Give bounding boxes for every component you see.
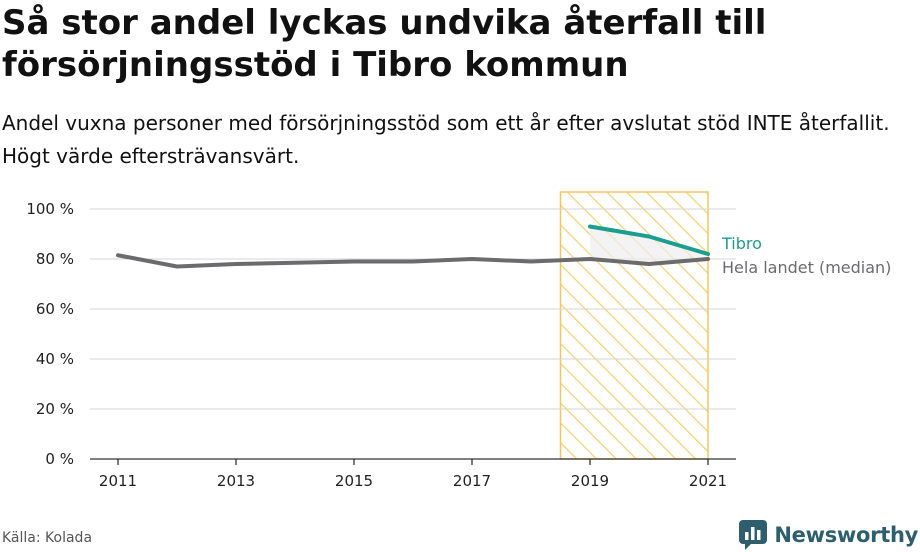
y-tick-label: 20 % [36,400,74,418]
x-tick-label: 2015 [335,472,373,490]
y-tick-label: 80 % [36,250,74,268]
brand-logo: Newsworthy [738,519,918,551]
source-note: Källa: Kolada [2,530,93,546]
x-tick-label: 2019 [571,472,609,490]
x-tick-label: 2011 [99,472,137,490]
y-tick-label: 0 % [45,450,74,468]
y-tick-label: 60 % [36,300,74,318]
x-tick-label: 2021 [689,472,727,490]
y-tick-label: 100 % [26,200,74,218]
series-label-median: Hela landet (median) [722,258,891,277]
series-line-tibro [588,224,710,256]
brand-name: Newsworthy [774,523,918,547]
y-tick-label: 40 % [36,350,74,368]
gap-area [590,226,708,264]
page-subtitle: Andel vuxna personer med försörjningsstö… [2,111,890,168]
line-chart: 0 % 20 % 40 % 60 % 80 % 100 % 2011 2013 2015 2017… [26,191,891,490]
x-tick-label: 2013 [217,472,255,490]
page-title: Så stor andel lyckas undvika återfall ti… [2,3,767,85]
newsworthy-logo-icon [739,520,768,550]
series-line-median [116,253,710,269]
series-label-tibro: Tibro [721,234,762,253]
x-tick-label: 2017 [453,472,491,490]
